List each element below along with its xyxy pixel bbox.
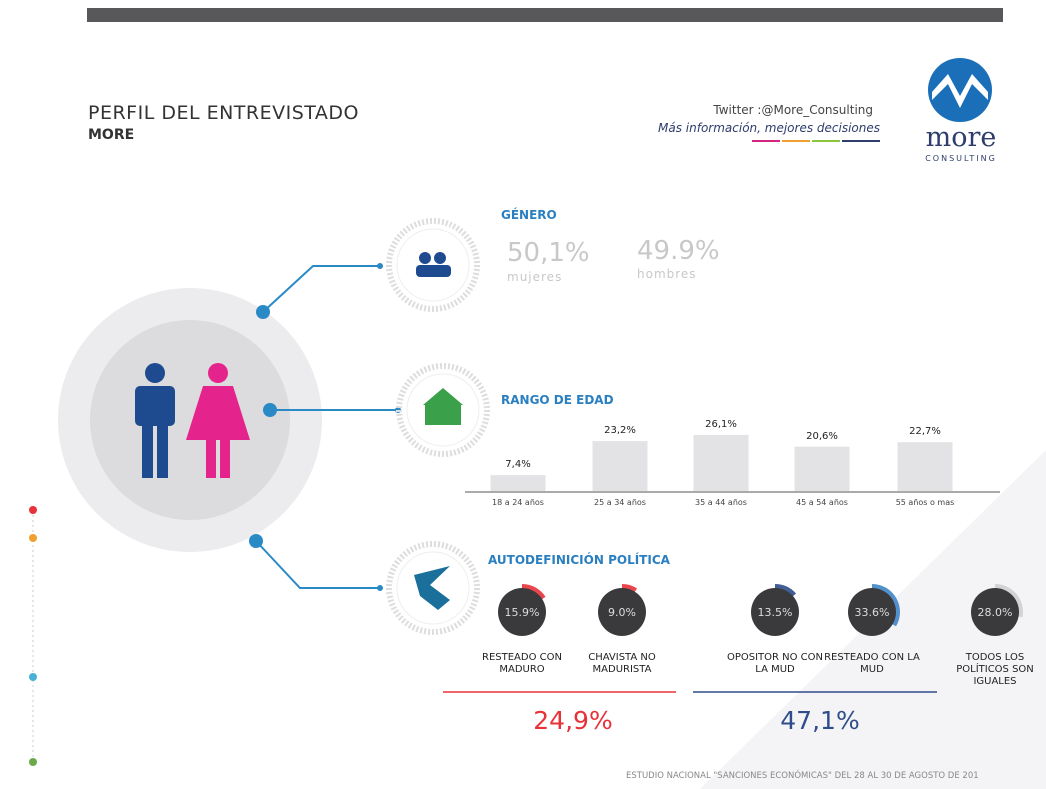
age-category-label: 45 a 54 años — [796, 498, 848, 507]
age-category-label: 35 a 44 años — [695, 498, 747, 507]
age-bar — [693, 434, 749, 491]
age-value-label: 20,6% — [806, 430, 838, 442]
age-title: RANGO DE EDAD — [501, 393, 614, 407]
age-value-label: 22,7% — [909, 426, 941, 438]
politics-title: AUTODEFINICIÓN POLÍTICA — [488, 553, 670, 567]
logo-line — [782, 140, 810, 142]
man-icon — [135, 363, 175, 478]
logo-mark — [928, 58, 992, 122]
age-bar — [592, 441, 648, 491]
connector-dots — [249, 263, 401, 591]
inner-circle — [90, 320, 290, 520]
pie-disc — [848, 588, 896, 636]
total-value: 24,9% — [533, 706, 613, 735]
pie-disc — [751, 588, 799, 636]
logo-word: more — [925, 122, 997, 153]
pie-value-label: 28.0% — [978, 606, 1013, 619]
gender-label: mujeres — [507, 270, 563, 284]
pie-disc — [971, 588, 1019, 636]
logo-sub: CONSULTING — [925, 154, 997, 163]
woman-icon — [186, 363, 250, 478]
age-value-label: 23,2% — [604, 425, 636, 437]
total-value: 47,1% — [780, 706, 860, 735]
logo-line — [752, 140, 780, 142]
section-icons — [386, 218, 490, 635]
pie-value-label: 15.9% — [505, 606, 540, 619]
age-bar — [794, 446, 850, 491]
age-bar — [490, 475, 546, 491]
age-category-label: 18 a 24 años — [492, 498, 544, 507]
gender-title: GÉNERO — [501, 208, 557, 222]
pie-category-label: CHAVISTA NO MADURISTA — [588, 652, 656, 675]
pie-category-label: OPOSITOR NO CON LA MUD — [726, 652, 824, 675]
age-value-label: 26,1% — [705, 418, 737, 430]
timeline-dot — [29, 673, 37, 681]
logo-m — [932, 74, 988, 108]
pie-disc — [498, 588, 546, 636]
pie-category-label: RESTEADO CON MADURO — [482, 652, 562, 675]
timeline-dot — [29, 758, 37, 766]
pie-category-label: RESTEADO CON LA MUD — [824, 652, 920, 675]
footer: ESTUDIO NACIONAL "SANCIONES ECONÓMICAS" … — [626, 771, 979, 781]
logo-line — [812, 140, 840, 142]
top-bar — [87, 8, 1003, 22]
gender-value: 50,1% — [507, 238, 590, 268]
timeline-dot — [29, 506, 37, 514]
timeline-dot — [29, 534, 37, 542]
age-category-label: 55 años o mas — [895, 498, 955, 507]
age-value-label: 7,4% — [505, 459, 531, 471]
twitter: Twitter :@More_Consulting — [713, 103, 873, 117]
connectors — [255, 265, 398, 589]
age-bar — [897, 442, 953, 491]
title: PERFIL DEL ENTREVISTADO — [88, 102, 359, 124]
gender-value: 49.9% — [637, 236, 720, 266]
pie-value-label: 9.0% — [608, 606, 636, 619]
subtitle: MORE — [88, 127, 135, 143]
pie-category-label: TODOS LOS POLÍTICOS SON IGUALES — [956, 652, 1034, 687]
pie-value-label: 13.5% — [758, 606, 793, 619]
logo-line — [842, 140, 880, 142]
tagline: Más información, mejores decisiones — [658, 121, 880, 135]
gender-label: hombres — [637, 267, 697, 281]
age-category-label: 25 a 34 años — [594, 498, 646, 507]
pie-value-label: 33.6% — [855, 606, 890, 619]
pie-disc — [598, 588, 646, 636]
